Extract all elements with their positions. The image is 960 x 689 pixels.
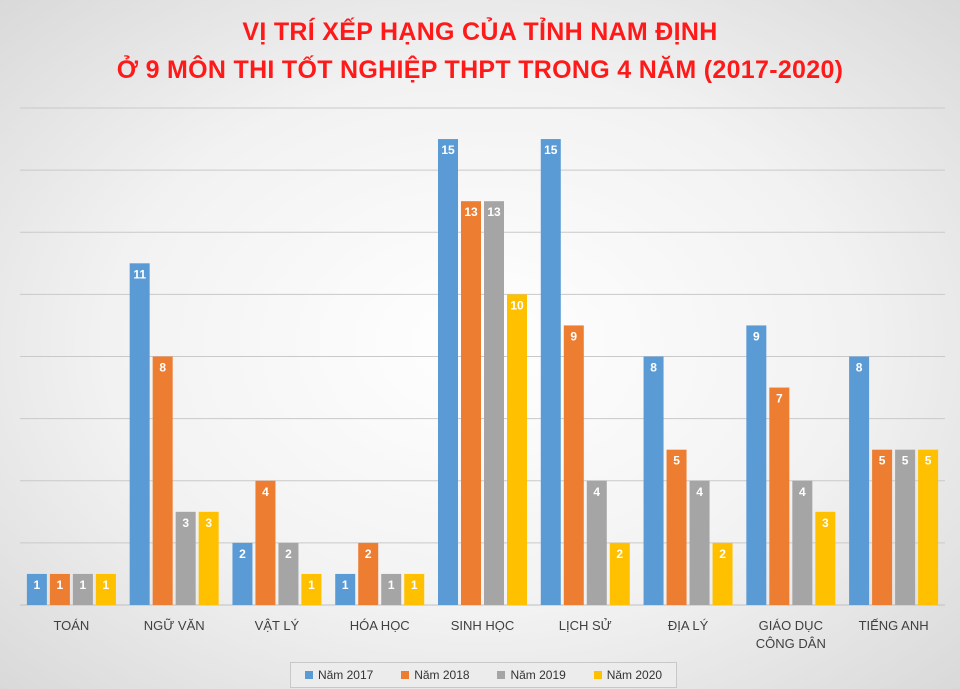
bar: [404, 573, 425, 605]
bar: [769, 387, 790, 605]
data-label: 4: [593, 485, 600, 499]
data-label: 9: [570, 329, 577, 343]
bar: [895, 449, 916, 605]
bar: [95, 573, 116, 605]
data-label: 3: [182, 516, 189, 530]
data-label: 1: [411, 578, 418, 592]
bar: [232, 542, 253, 605]
legend-swatch: [304, 671, 313, 679]
chart-title: VỊ TRÍ XẾP HẠNG CỦA TỈNH NAM ĐỊNH: [242, 18, 718, 46]
data-label: 1: [34, 578, 41, 592]
data-label: 8: [650, 361, 657, 375]
bar: [438, 139, 458, 605]
data-label: 4: [696, 485, 703, 499]
legend-label: Năm 2020: [606, 668, 663, 682]
bar: [849, 356, 870, 605]
data-label: 2: [719, 547, 726, 561]
bar: [175, 511, 196, 605]
bar: [586, 480, 607, 605]
bar: [49, 573, 70, 605]
legend-label: Năm 2017: [317, 668, 374, 682]
bar: [278, 542, 299, 605]
data-label: 15: [441, 143, 455, 157]
legend-swatch: [401, 671, 410, 679]
legend-item: Năm 2020: [593, 668, 663, 682]
bar: [26, 573, 47, 605]
bar: [129, 263, 150, 605]
legend-item: Năm 2018: [401, 668, 470, 682]
bar: [301, 573, 322, 605]
data-label: 1: [80, 578, 87, 592]
legend-item: Năm 2019: [497, 668, 566, 682]
category-label: ĐỊA LÝ: [668, 618, 709, 633]
category-label: NGỮ VĂN: [144, 618, 205, 633]
bar: [872, 449, 893, 605]
bar: [746, 325, 767, 605]
data-label: 3: [205, 516, 212, 530]
bar: [461, 201, 481, 605]
data-label: 7: [776, 392, 783, 406]
category-label: CÔNG DÂN: [756, 636, 826, 651]
data-label: 13: [487, 205, 501, 219]
bar: [152, 356, 173, 605]
category-label: TIẾNG ANH: [859, 618, 929, 633]
data-label: 8: [159, 361, 166, 375]
legend-item: Năm 2017: [304, 668, 374, 682]
bar: [198, 511, 219, 605]
data-label: 15: [544, 143, 558, 157]
category-label: LỊCH SỬ: [559, 618, 612, 633]
bar: [815, 511, 836, 605]
bar: [381, 573, 402, 605]
category-label: TOÁN: [53, 618, 89, 633]
data-label: 2: [616, 547, 623, 561]
bar: [712, 542, 733, 605]
bar: [666, 449, 687, 605]
category-label: VẬT LÝ: [255, 618, 300, 633]
bar: [540, 139, 561, 605]
data-label: 1: [342, 578, 349, 592]
legend-label: Năm 2019: [510, 668, 566, 682]
category-label: HÓA HỌC: [350, 618, 410, 633]
data-label: 5: [673, 454, 680, 468]
data-label: 2: [239, 547, 246, 561]
data-label: 8: [856, 361, 863, 375]
bar: [484, 201, 504, 605]
data-label: 9: [753, 329, 760, 343]
data-label: 1: [103, 578, 110, 592]
data-label: 4: [262, 485, 269, 499]
bar: [918, 449, 939, 605]
legend-swatch: [497, 671, 506, 679]
data-label: 11: [133, 267, 146, 281]
bar: [689, 480, 710, 605]
bar: [507, 294, 527, 605]
data-label: 13: [464, 205, 478, 219]
data-label: 4: [799, 485, 806, 499]
data-label: 1: [57, 578, 64, 592]
bar: [609, 542, 630, 605]
data-label: 5: [925, 454, 932, 468]
data-label: 2: [285, 547, 292, 561]
data-label: 1: [308, 578, 315, 592]
data-label: 5: [879, 454, 886, 468]
data-label: 1: [388, 578, 395, 592]
category-label: SINH HỌC: [451, 618, 515, 633]
bar: [643, 356, 664, 605]
data-label: 10: [510, 298, 524, 312]
bar: [72, 573, 93, 605]
category-label: GIÁO DỤC: [759, 618, 823, 633]
data-label: 5: [902, 454, 909, 468]
bar: [358, 542, 379, 605]
bar: [335, 573, 356, 605]
data-label: 3: [822, 516, 829, 530]
chart-subtitle: Ở 9 MÔN THI TỐT NGHIỆP THPT TRONG 4 NĂM …: [116, 56, 844, 84]
data-label: 2: [365, 547, 372, 561]
chart-legend: Năm 2017 Năm 2018 Năm 2019 Năm 2020: [290, 662, 677, 688]
bar: [563, 325, 584, 605]
legend-label: Năm 2018: [414, 668, 470, 682]
legend-swatch: [593, 671, 602, 679]
bar: [792, 480, 813, 605]
bar: [255, 480, 276, 605]
